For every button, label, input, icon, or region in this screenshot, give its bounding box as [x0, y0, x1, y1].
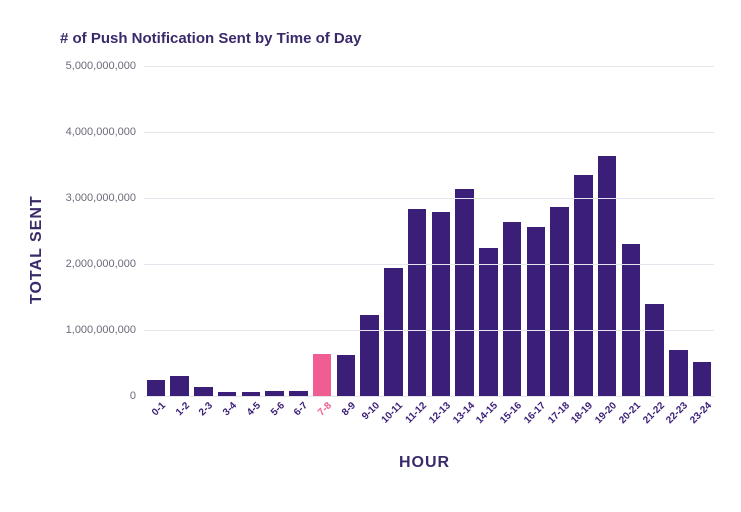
bar-slot: 0-1: [144, 66, 168, 396]
bar-slot: 9-10: [358, 66, 382, 396]
x-axis-title: HOUR: [399, 454, 450, 472]
ytick-label: 0: [36, 390, 136, 402]
bar: [384, 268, 403, 396]
bar-slot: 1-2: [168, 66, 192, 396]
xtick-label: 23-24: [684, 396, 714, 426]
bar: [550, 207, 569, 396]
bar-slot: 6-7: [287, 66, 311, 396]
chart-title: # of Push Notification Sent by Time of D…: [60, 30, 361, 47]
bar: [337, 355, 356, 396]
bar-slot: 12-13: [429, 66, 453, 396]
gridline: [144, 66, 714, 67]
bar: [194, 387, 213, 396]
bar: [455, 189, 474, 396]
bar: [645, 304, 664, 396]
bar-slot: 21-22: [643, 66, 667, 396]
bar: [432, 212, 451, 396]
ytick-label: 2,000,000,000: [36, 258, 136, 270]
bars-container: 0-11-22-33-44-55-66-77-88-99-1010-1111-1…: [144, 66, 714, 396]
xtick-label: 6-7: [288, 396, 310, 418]
gridline: [144, 330, 714, 331]
xtick-label: 7-8: [312, 396, 334, 418]
bar: [503, 222, 522, 396]
y-axis-title: TOTAL SENT: [28, 195, 46, 304]
xtick-label: 1-2: [169, 396, 191, 418]
gridline: [144, 396, 714, 397]
bar-slot: 22-23: [667, 66, 691, 396]
plot-area: 0-11-22-33-44-55-66-77-88-99-1010-1111-1…: [144, 66, 714, 396]
bar-slot: 13-14: [453, 66, 477, 396]
push-notification-chart: # of Push Notification Sent by Time of D…: [0, 0, 741, 512]
bar-slot: 16-17: [524, 66, 548, 396]
xtick-label: 8-9: [336, 396, 358, 418]
bar-slot: 7-8: [310, 66, 334, 396]
bar: [598, 156, 617, 396]
xtick-label: 5-6: [264, 396, 286, 418]
bar: [170, 376, 189, 396]
bar: [669, 350, 688, 396]
bar-slot: 20-21: [619, 66, 643, 396]
ytick-label: 5,000,000,000: [36, 60, 136, 72]
bar-slot: 10-11: [382, 66, 406, 396]
bar: [313, 354, 332, 396]
bar-slot: 15-16: [500, 66, 524, 396]
ytick-label: 4,000,000,000: [36, 126, 136, 138]
xtick-label: 4-5: [241, 396, 263, 418]
bar: [693, 362, 712, 396]
gridline: [144, 198, 714, 199]
bar: [622, 244, 641, 396]
bar: [360, 315, 379, 396]
bar: [527, 227, 546, 396]
xtick-label: 0-1: [146, 396, 168, 418]
bar: [479, 248, 498, 397]
xtick-label: 2-3: [193, 396, 215, 418]
bar-slot: 11-12: [405, 66, 429, 396]
ytick-label: 1,000,000,000: [36, 324, 136, 336]
gridline: [144, 264, 714, 265]
bar-slot: 2-3: [192, 66, 216, 396]
gridline: [144, 132, 714, 133]
bar: [147, 380, 166, 397]
ytick-label: 3,000,000,000: [36, 192, 136, 204]
bar: [408, 209, 427, 396]
bar-slot: 8-9: [334, 66, 358, 396]
bar-slot: 14-15: [477, 66, 501, 396]
bar-slot: 17-18: [548, 66, 572, 396]
bar-slot: 3-4: [215, 66, 239, 396]
bar-slot: 23-24: [690, 66, 714, 396]
xtick-label: 3-4: [217, 396, 239, 418]
bar-slot: 5-6: [263, 66, 287, 396]
bar-slot: 19-20: [595, 66, 619, 396]
bar-slot: 4-5: [239, 66, 263, 396]
bar-slot: 18-19: [572, 66, 596, 396]
xtick-label: 9-10: [355, 396, 381, 422]
bar: [574, 175, 593, 396]
